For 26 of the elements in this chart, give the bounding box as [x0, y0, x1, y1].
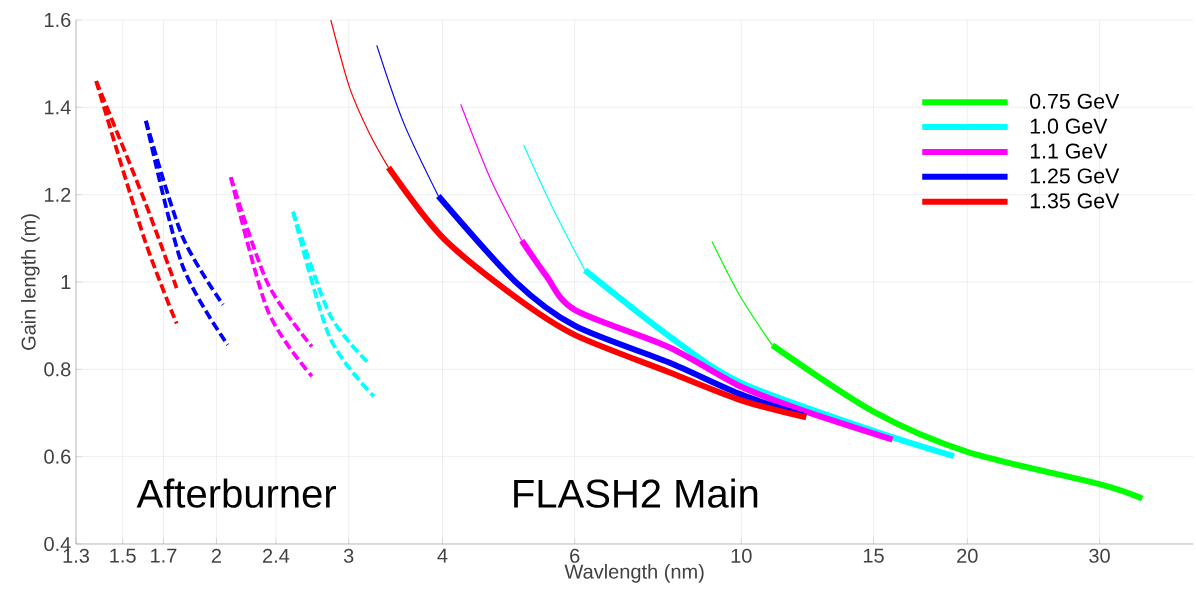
x-tick-label: 1.7 — [151, 548, 177, 563]
legend-label: 1.25 GeV — [1030, 168, 1120, 184]
x-tick-label: 6 — [570, 548, 580, 563]
x-axis-title: Wavlength (nm) — [564, 564, 704, 583]
legend-label: 1.0 GeV — [1030, 118, 1108, 134]
annotation: Afterburner — [136, 478, 336, 508]
x-tick-label: 4 — [437, 548, 448, 563]
legend-label: 1.1 GeV — [1030, 143, 1108, 159]
y-tick-label: 1.2 — [45, 187, 71, 202]
x-tick-label: 3 — [343, 548, 354, 563]
x-tick-label: 20 — [957, 548, 978, 563]
y-tick-label: 1.6 — [45, 12, 71, 28]
legend-label: 1.35 GeV — [1030, 193, 1120, 209]
x-tick-label: 10 — [731, 548, 752, 563]
x-tick-label: 2 — [211, 548, 221, 563]
x-tick-label: 2.4 — [263, 548, 290, 563]
y-tick-label: 1 — [61, 275, 71, 289]
annotation: FLASH2 Main — [514, 478, 758, 508]
x-tick-label: 15 — [863, 548, 884, 563]
y-tick-label: 0.8 — [44, 362, 71, 377]
legend-label: 0.75 GeV — [1030, 93, 1120, 109]
y-tick-label: 0.6 — [44, 449, 71, 464]
x-tick-label: 1.5 — [110, 548, 136, 563]
x-tick-label: 30 — [1089, 548, 1110, 563]
y-tick-label: 1.4 — [45, 100, 71, 115]
y-axis-title: Gain length (m) — [21, 214, 40, 350]
